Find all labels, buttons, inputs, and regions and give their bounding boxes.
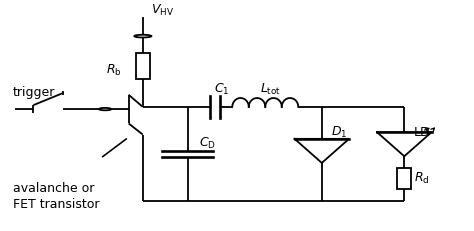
- Text: $R_\mathrm{d}$: $R_\mathrm{d}$: [414, 171, 429, 186]
- Bar: [136, 53, 150, 79]
- Text: $R_\mathrm{b}$: $R_\mathrm{b}$: [106, 63, 121, 78]
- Text: FET transistor: FET transistor: [13, 198, 100, 211]
- Bar: [397, 168, 411, 189]
- Text: trigger: trigger: [13, 86, 55, 99]
- Text: LD: LD: [414, 126, 430, 139]
- Text: $V_{\mathrm{HV}}$: $V_{\mathrm{HV}}$: [151, 3, 174, 18]
- Text: $D_1$: $D_1$: [331, 125, 347, 140]
- Text: $L_\mathrm{tot}$: $L_\mathrm{tot}$: [259, 82, 281, 97]
- Text: $C_\mathrm{D}$: $C_\mathrm{D}$: [199, 136, 216, 151]
- Text: $C_1$: $C_1$: [214, 82, 229, 97]
- Text: avalanche or: avalanche or: [13, 182, 94, 195]
